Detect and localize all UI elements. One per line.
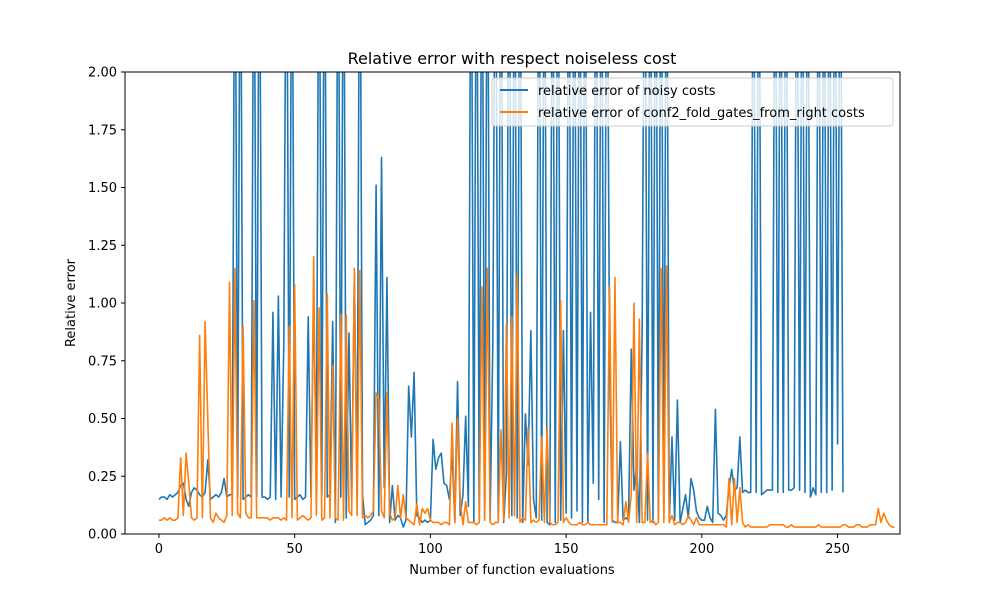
x-tick-label: 100 (418, 542, 443, 557)
x-axis-ticks: 0 50 100 150 200 250 (155, 534, 850, 557)
y-tick-label: 2.00 (88, 66, 117, 81)
y-tick-label: 0.50 (88, 412, 117, 427)
y-tick-label: 1.25 (88, 239, 117, 254)
y-axis-ticks: 0.00 0.25 0.50 0.75 1.00 1.25 1.50 1.75 2.00 (88, 66, 125, 543)
x-tick-label: 50 (286, 542, 303, 557)
x-tick-label: 0 (155, 542, 163, 557)
y-tick-label: 0.25 (88, 470, 117, 485)
x-tick-label: 150 (554, 542, 579, 557)
y-tick-label: 1.75 (88, 123, 117, 138)
y-tick-label: 0.00 (88, 528, 117, 543)
y-axis-label: Relative error (64, 258, 79, 347)
y-tick-label: 1.50 (88, 181, 117, 196)
x-axis-label: Number of function evaluations (409, 563, 615, 578)
y-tick-label: 0.75 (88, 354, 117, 369)
chart-title: Relative error with respect noiseless co… (348, 49, 677, 68)
y-tick-label: 1.00 (88, 297, 117, 312)
legend-box (491, 77, 894, 127)
legend: relative error of noisy costs relative e… (491, 77, 894, 127)
series-line-mitigated (158, 255, 895, 528)
legend-label-mitigated: relative error of conf2_fold_gates_from_… (538, 106, 865, 121)
x-tick-label: 200 (689, 542, 714, 557)
series-layer (158, 72, 895, 528)
x-tick-label: 250 (825, 542, 850, 557)
legend-label-noisy: relative error of noisy costs (538, 84, 716, 99)
